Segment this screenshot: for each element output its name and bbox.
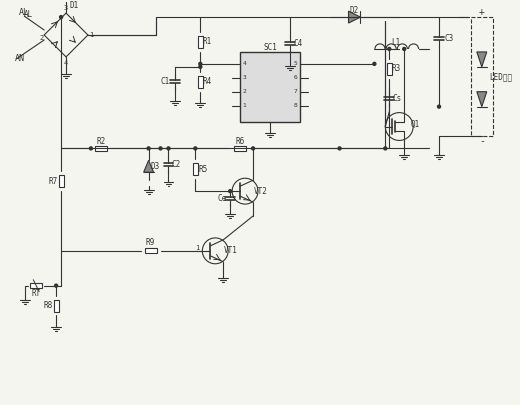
Text: AL: AL [19,8,29,17]
Text: R9: R9 [146,239,155,247]
Text: L1: L1 [392,38,401,47]
Text: 7: 7 [294,89,297,94]
Text: D3: D3 [151,162,160,171]
Bar [193,163,198,175]
Circle shape [199,62,202,65]
Circle shape [159,147,162,150]
Circle shape [194,147,197,150]
Text: AN: AN [15,54,25,63]
Text: Ce: Ce [217,194,227,202]
Text: R4: R4 [203,77,212,86]
Text: C4: C4 [293,39,303,49]
Bar [234,146,246,151]
Text: R5: R5 [199,165,208,174]
Circle shape [437,105,440,108]
Text: VT1: VT1 [224,246,238,255]
Text: 3: 3 [64,5,68,11]
Text: 1: 1 [195,245,200,251]
Polygon shape [144,160,153,172]
Text: 5: 5 [294,61,297,66]
Circle shape [229,190,231,193]
Polygon shape [477,52,487,67]
Text: Cs: Cs [393,94,402,103]
Bar [387,63,392,75]
Text: 6: 6 [294,75,297,80]
Circle shape [147,147,150,150]
Bar [240,52,300,122]
Text: RT: RT [32,289,41,298]
Bar [145,248,157,253]
Circle shape [167,147,170,150]
Circle shape [89,147,93,150]
Text: Q1: Q1 [410,120,420,129]
Text: 1: 1 [242,103,246,108]
Text: R7: R7 [48,177,58,186]
Text: 1: 1 [89,32,93,38]
Text: C3: C3 [445,34,453,43]
Text: SC1: SC1 [263,43,277,52]
Bar [59,175,63,187]
Text: R3: R3 [392,64,401,73]
Circle shape [252,147,254,150]
Text: D1: D1 [69,1,79,10]
Text: 8: 8 [294,103,297,108]
Circle shape [199,65,202,68]
Text: -: - [479,136,485,147]
Text: 4: 4 [64,60,68,66]
Circle shape [373,62,376,65]
Text: 3: 3 [242,75,246,80]
Circle shape [388,47,391,51]
Text: C2: C2 [172,160,181,169]
Text: 2: 2 [242,89,246,94]
Polygon shape [477,92,487,107]
Bar [471,17,493,136]
Text: D2: D2 [350,6,359,15]
Text: 4: 4 [242,61,246,66]
Circle shape [55,284,58,287]
Bar [30,283,42,288]
Text: R2: R2 [96,137,106,146]
Bar [198,36,203,48]
Text: R1: R1 [203,38,212,47]
Bar [95,146,107,151]
Text: R6: R6 [236,137,245,146]
Text: C1: C1 [161,77,170,86]
Circle shape [384,147,387,150]
Text: R8: R8 [44,301,53,310]
Bar [198,76,203,88]
Text: LED灯组: LED灯组 [489,72,512,81]
Text: 2: 2 [39,35,43,41]
Polygon shape [348,11,360,23]
Bar [54,300,59,311]
Text: VT2: VT2 [254,187,268,196]
Circle shape [338,147,341,150]
Text: AL: AL [24,10,33,19]
Text: +: + [479,7,485,17]
Circle shape [402,47,406,51]
Circle shape [60,16,62,19]
